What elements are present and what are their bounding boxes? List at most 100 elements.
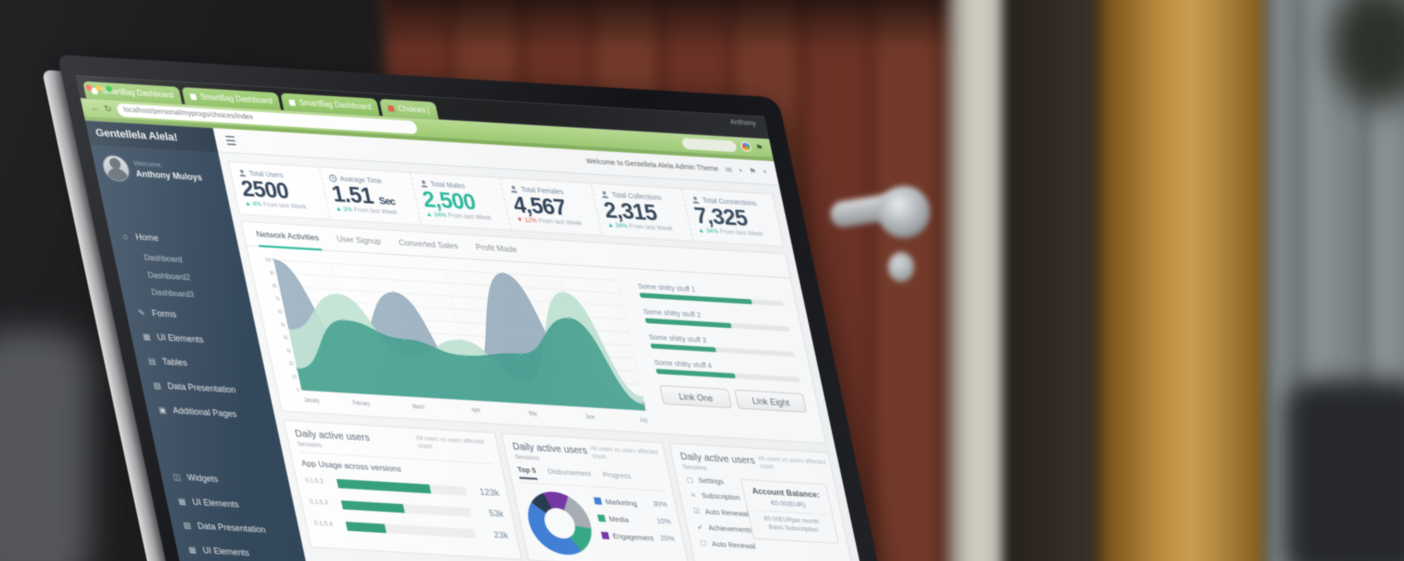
tab-progress[interactable]: Progress: [602, 471, 632, 481]
svg-text:January: January: [304, 397, 321, 405]
tile-total-users: Total Users 2500 ▲ 4% From last Week: [229, 162, 330, 219]
folder-icon: ▢: [685, 476, 695, 485]
minimize-button[interactable]: [95, 84, 103, 92]
user-icon: [511, 185, 519, 193]
chevron-down-icon[interactable]: ▾: [738, 168, 744, 175]
link-eight-button[interactable]: Link Eight: [734, 389, 808, 413]
chart-icon: ▧: [152, 380, 162, 390]
home-icon: ⌂: [121, 231, 129, 241]
check-icon: ✔: [696, 524, 704, 532]
door-handle-rose: [878, 186, 930, 238]
panel-note: All users vs users affected crash: [589, 446, 659, 461]
edit-icon: ✎: [137, 307, 146, 317]
search-pill[interactable]: [680, 137, 738, 152]
wall-shadow: [1005, 0, 1100, 561]
tab-top5[interactable]: Top 5: [517, 466, 538, 481]
legend-swatch: [593, 497, 603, 505]
maximize-button[interactable]: [105, 85, 113, 93]
settings-row[interactable]: ☐ Auto Renewal: [699, 540, 757, 551]
tab-profit-made[interactable]: Profit Made: [474, 242, 518, 255]
usage-bar: [345, 521, 477, 538]
user-icon: [421, 180, 428, 188]
tile-total-connections: Total Connections 7,325 ▲ 34% From last …: [681, 188, 784, 247]
laptop-bezel: SmartBag Dashboard SmartBag Dashboard Sm…: [57, 54, 901, 561]
chevron-down-icon[interactable]: ▾: [762, 169, 768, 176]
usage-row: 0.1.5.2 123k: [304, 478, 501, 498]
settings-row[interactable]: ▢ Settings: [685, 476, 725, 486]
door-keyhole: [888, 252, 914, 282]
widgets-icon: ◫: [171, 471, 182, 482]
checkbox-icon[interactable]: ☐: [699, 540, 708, 549]
stat-tiles: Total Users 2500 ▲ 4% From last Week Ava…: [227, 160, 785, 248]
svg-text:40: 40: [283, 335, 289, 342]
svg-text:20: 20: [289, 361, 295, 368]
svg-text:90: 90: [269, 270, 275, 277]
tab-label: Choices |: [397, 103, 431, 115]
desk-blur: [0, 330, 90, 561]
profile-avatar-icon[interactable]: [739, 141, 753, 153]
tab-favicon: [288, 98, 296, 106]
svg-text:50: 50: [280, 322, 286, 329]
wooden-shelf: [1098, 0, 1270, 561]
svg-text:10: 10: [291, 374, 297, 381]
list-icon: ≡: [690, 492, 697, 500]
tile-average-time: Avarage Time 1.51 Sec ▲ 3% From last Wee…: [318, 167, 421, 225]
laptop: SmartBag Dashboard SmartBag Dashboard Sm…: [41, 54, 905, 561]
donut-chart: [522, 490, 598, 557]
app-usage-card: Daily active users Sessions All users vs…: [283, 419, 523, 561]
tile-total-females: Total Females 4,567 ▼ 12% From last Week: [500, 178, 602, 236]
pages-icon: ▣: [157, 404, 168, 415]
legend-row: Engagement 20%: [601, 531, 676, 544]
svg-text:100: 100: [264, 257, 272, 264]
tile-total-collections: Total Collections 2,315 ▲ 34% From last …: [590, 183, 693, 241]
tab-label: SmartBag Dashboard: [199, 92, 274, 106]
table-icon: ▤: [147, 356, 157, 366]
tab-user-signup[interactable]: User Signup: [335, 234, 382, 247]
tile-total-males: Total Males 2,500 ▲ 34% From last Week: [409, 172, 512, 231]
usage-row: 0.1.5.3 53k: [309, 499, 505, 520]
tab-label: SmartBag Dashboard: [298, 98, 373, 112]
svg-text:March: March: [412, 404, 425, 412]
dashboard: Gentellela Alela! Welcome, Anthony Muloy…: [85, 120, 877, 561]
user-icon: [239, 169, 247, 177]
mail-icon[interactable]: ✉: [724, 165, 734, 175]
navbar-welcome-text: Welcome to Gentellela Alela Admin Theme: [585, 158, 720, 174]
flag-icon[interactable]: ⚑: [748, 166, 758, 177]
user-icon: [602, 191, 609, 199]
ui-icon: ▦: [187, 544, 198, 555]
back-icon[interactable]: ←: [89, 102, 101, 113]
usage-row: 0.1.5.4 23k: [313, 520, 510, 541]
tab-favicon: [189, 93, 198, 100]
legend-row: Marketing 30%: [593, 496, 668, 509]
close-button[interactable]: [85, 84, 93, 91]
svg-text:80: 80: [272, 283, 278, 290]
reload-icon[interactable]: ↻: [103, 102, 113, 114]
sidebar-profile: Welcome, Anthony Muloys: [90, 145, 225, 188]
panel-note: All users vs users affected crash: [757, 456, 827, 471]
browser-tab[interactable]: Choices |: [379, 98, 439, 120]
avatar: [100, 154, 132, 183]
settings-list: ▢ Settings ≡ Subscription ☑: [685, 476, 757, 559]
link-one-button[interactable]: Link One: [659, 385, 733, 409]
ui-icon: ▦: [177, 496, 187, 506]
usage-bar: [336, 478, 468, 496]
svg-text:0: 0: [296, 387, 300, 394]
tab-favicon: [387, 104, 395, 112]
account-balance-box: Account Balance: €0.00(EUR) €0.00EURper …: [740, 479, 840, 544]
bottom-panels: Daily active users Sessions All users vs…: [283, 419, 856, 561]
svg-text:May: May: [528, 411, 538, 418]
settings-row[interactable]: ☑ Auto Renewal: [692, 508, 750, 519]
checkbox-checked-icon[interactable]: ☑: [692, 508, 701, 516]
menu-toggle-icon[interactable]: ☰: [223, 133, 238, 149]
svg-text:June: June: [585, 414, 596, 421]
settings-row[interactable]: ✔ Achievements: [696, 524, 754, 535]
user-icon: [693, 196, 700, 204]
donut-legend: Marketing 30% Media 10%: [593, 494, 677, 552]
settings-card: Daily active users Sessions All users vs…: [668, 442, 856, 561]
laptop-screen: SmartBag Dashboard SmartBag Dashboard Sm…: [75, 75, 877, 561]
bookmark-icon[interactable]: ⚑: [754, 142, 765, 153]
tab-disbursement[interactable]: Disbursement: [547, 468, 592, 479]
svg-text:60: 60: [278, 309, 284, 316]
settings-row[interactable]: ≡ Subscription: [688, 492, 742, 502]
